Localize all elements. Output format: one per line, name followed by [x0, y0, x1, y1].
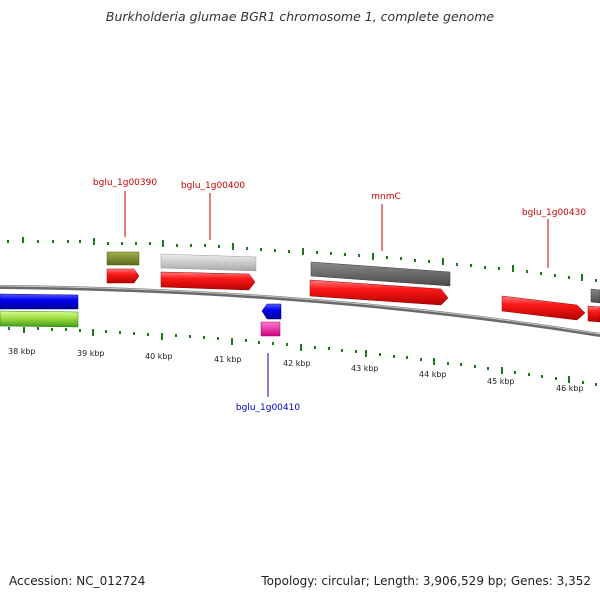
- accession-info: Accession: NC_012724: [9, 574, 146, 588]
- kbp-label-46: 46 kbp: [556, 384, 584, 393]
- feature-bar-left-green[interactable]: [0, 310, 79, 328]
- kbp-label-44: 44 kbp: [419, 370, 447, 379]
- topology-info: Topology: circular; Length: 3,906,529 bp…: [261, 574, 591, 588]
- gene-label-bglu-1g00400[interactable]: bglu_1g00400: [181, 181, 245, 191]
- kbp-label-39: 39 kbp: [77, 349, 105, 358]
- gene-arrow-bglu-1g00400[interactable]: [160, 271, 256, 291]
- gene-arrow-bglu-1g00410[interactable]: [261, 303, 282, 320]
- kbp-label-45: 45 kbp: [487, 377, 515, 386]
- gene-label-mnmC[interactable]: mnmC: [371, 192, 401, 202]
- gene-arrow-bglu-1g00430[interactable]: [501, 295, 586, 321]
- map-title: Burkholderia glumae BGR1 chromosome 1, c…: [105, 9, 495, 24]
- gene-arrow-right-edge[interactable]: [587, 305, 600, 323]
- lower-tick-ring: [8, 327, 597, 386]
- kbp-label-43: 43 kbp: [351, 364, 379, 373]
- gene-label-bglu-1g00390[interactable]: bglu_1g00390: [93, 178, 157, 188]
- gene-label-bglu-1g00430[interactable]: bglu_1g00430: [522, 208, 586, 218]
- gene-label-bglu-1g00410[interactable]: bglu_1g00410: [236, 403, 300, 413]
- gene-arrow-bglu-1g00390[interactable]: [106, 268, 140, 284]
- upper-tick-ring: [7, 237, 597, 282]
- feature-bar-bglu-1g00410[interactable]: [260, 321, 281, 337]
- gene-arrow-mnmC[interactable]: [309, 279, 449, 306]
- kbp-label-42: 42 kbp: [283, 359, 311, 368]
- feature-bar-right-edge[interactable]: [590, 288, 600, 304]
- kbp-label-41: 41 kbp: [214, 355, 242, 364]
- kbp-label-38: 38 kbp: [8, 347, 36, 356]
- genome-backbone-highlight: [0, 285, 600, 335]
- feature-bar-bglu-1g00390[interactable]: [106, 251, 140, 266]
- genome-backbone: [0, 285, 600, 337]
- gene-arrow-left-blue[interactable]: [0, 293, 79, 310]
- feature-bar-bglu-1g00400[interactable]: [160, 253, 257, 272]
- feature-bar-mnmC[interactable]: [310, 261, 451, 287]
- kbp-label-40: 40 kbp: [145, 352, 173, 361]
